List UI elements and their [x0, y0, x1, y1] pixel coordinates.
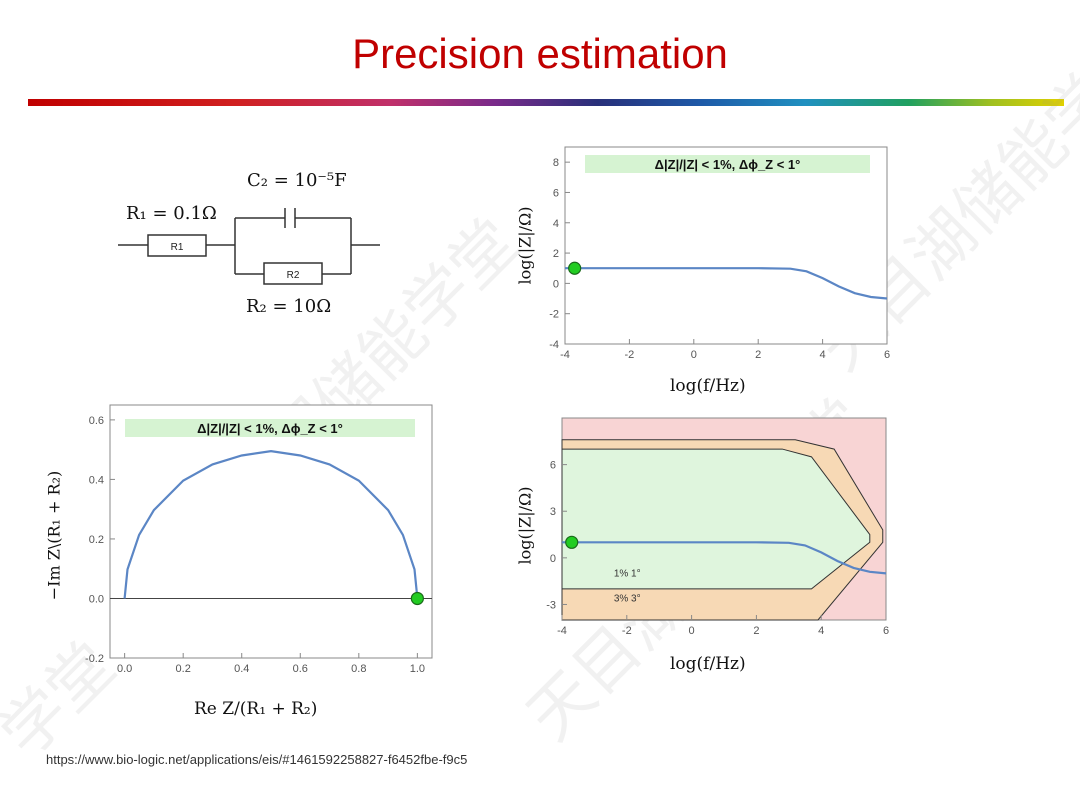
y-tick-label: 6: [550, 460, 556, 472]
x-tick-label: 0: [691, 349, 697, 361]
x-tick-label: 4: [820, 349, 826, 361]
y-tick-label: 0.0: [89, 593, 104, 605]
x-tick-label: 6: [884, 349, 890, 361]
x-tick-label: 0.4: [234, 663, 249, 675]
x-tick-label: 1.0: [410, 663, 425, 675]
r2-box-label: R2: [287, 270, 300, 281]
y-tick-label: 8: [553, 157, 559, 169]
nyquist-xlabel: Re Z/(R₁ + R₂): [194, 699, 318, 719]
bode-xlabel: log(f/Hz): [670, 376, 746, 396]
x-tick-label: 0.0: [117, 663, 132, 675]
r1-box-label: R1: [171, 242, 184, 253]
y-tick-label: -3: [546, 599, 556, 611]
plot-frame: [109, 404, 433, 659]
x-tick-label: -4: [557, 625, 567, 637]
series-line: [565, 267, 888, 300]
x-tick-label: 0.8: [351, 663, 366, 675]
x-tick-label: 2: [755, 349, 761, 361]
region-1pct: [561, 448, 871, 590]
r1-value-label: R₁ = 0.1Ω: [126, 203, 217, 224]
precision-banner-text: Δ|Z|/|Z| < 1%, Δϕ_Z < 1°: [655, 157, 801, 172]
x-tick-label: 0.6: [293, 663, 308, 675]
source-url: https://www.bio-logic.net/applications/e…: [46, 752, 468, 767]
y-tick-label: -0.2: [85, 653, 104, 665]
zone-label-3pct: 3% 3°: [614, 593, 641, 604]
zone-label-1pct: 1% 1°: [614, 568, 641, 579]
y-tick-label: 3: [550, 506, 556, 518]
slide-title: Precision estimation: [352, 30, 728, 77]
x-tick-label: 0.2: [176, 663, 191, 675]
circuit-diagram: R1 R2: [118, 208, 380, 285]
y-tick-label: 6: [553, 187, 559, 199]
precision-banner: [585, 155, 870, 173]
map-xlabel: log(f/Hz): [670, 654, 746, 674]
x-tick-label: 2: [753, 625, 759, 637]
y-tick-label: 0.4: [89, 474, 104, 486]
series-line: [562, 541, 887, 575]
y-tick-label: -4: [549, 339, 559, 351]
x-tick-label: 6: [883, 625, 889, 637]
title-gradient-bar: [28, 99, 1064, 106]
x-tick-label: 0: [689, 625, 695, 637]
y-tick-label: 0.6: [89, 415, 104, 427]
c2-value-label: C₂ = 10⁻⁵F: [247, 170, 347, 191]
start-point-marker: [568, 261, 582, 275]
y-tick-label: 0: [550, 553, 556, 565]
y-tick-label: 4: [553, 218, 559, 230]
r2-value-label: R₂ = 10Ω: [246, 296, 332, 317]
y-tick-label: -2: [549, 309, 559, 321]
y-tick-label: 2: [553, 248, 559, 260]
x-tick-label: -2: [622, 625, 632, 637]
plot-frame: [564, 146, 888, 345]
start-point-marker: [410, 591, 424, 606]
map-ylabel: log(|Z|/Ω): [515, 486, 535, 565]
x-tick-label: 4: [818, 625, 824, 637]
y-tick-label: 0: [553, 278, 559, 290]
precision-banner-text: Δ|Z|/|Z| < 1%, Δϕ_Z < 1°: [197, 421, 343, 436]
precision-banner: [125, 419, 415, 437]
start-point-marker: [565, 535, 579, 549]
x-tick-label: -2: [625, 349, 635, 361]
x-tick-label: -4: [560, 349, 570, 361]
y-tick-label: 0.2: [89, 534, 104, 546]
series-line: [123, 449, 419, 599]
